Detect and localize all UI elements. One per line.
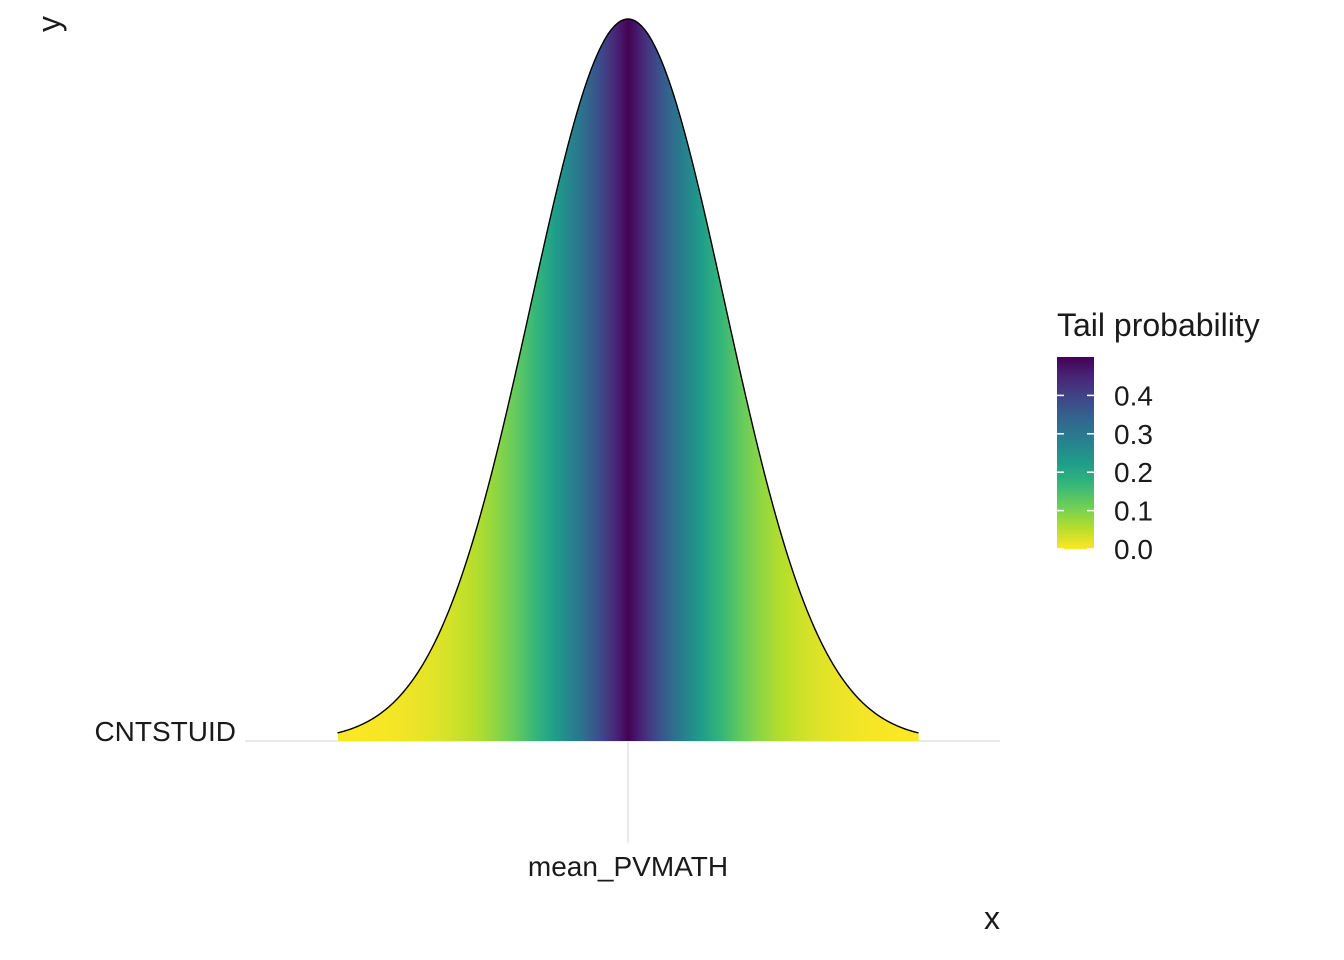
legend-break-label: 0.0: [1114, 534, 1153, 565]
y-tick-label: CNTSTUID: [94, 716, 236, 747]
legend-ticks: 0.0 0.1 0.2 0.3 0.4: [1057, 380, 1153, 565]
x-tick-label: mean_PVMATH: [528, 851, 728, 882]
legend-title: Tail probability: [1057, 307, 1260, 343]
legend-break-label: 0.4: [1114, 380, 1153, 411]
density-outline: [337, 18, 919, 734]
density-gradient-fill: [338, 19, 919, 741]
legend-break-label: 0.2: [1114, 457, 1153, 488]
legend-break-label: 0.3: [1114, 419, 1153, 450]
y-axis-title: y: [31, 16, 67, 32]
x-axis-title: x: [984, 900, 1000, 936]
legend-break-label: 0.1: [1114, 496, 1153, 527]
density-area: [337, 18, 919, 741]
legend-colorbar: [1057, 357, 1094, 549]
legend: Tail probability 0.0 0.1 0.2 0.3 0.4: [1057, 307, 1260, 565]
